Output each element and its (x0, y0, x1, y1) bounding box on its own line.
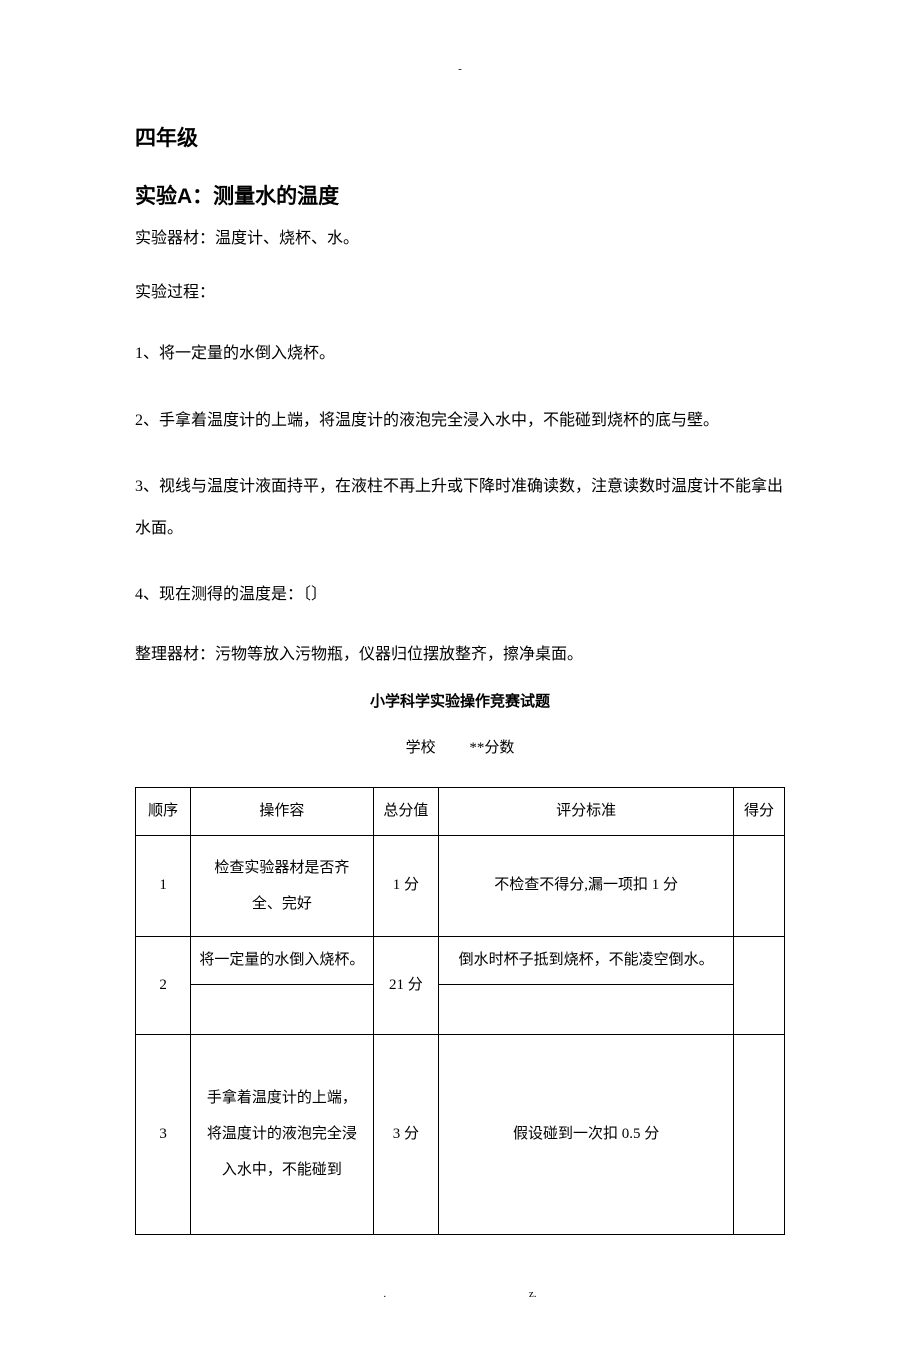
cell-criteria-2: 倒水时杯子抵到烧杯，不能凌空倒水。 (439, 936, 734, 984)
cell-operation-1: 检查实验器材是否齐全、完好 (191, 835, 373, 936)
step-3: 3、视线与温度计液面持平，在液柱不再上升或下降时准确读数，注意读数时温度计不能拿… (135, 466, 785, 549)
top-marker: - (135, 60, 785, 80)
school-score-line: 学校 **分数 (135, 735, 785, 762)
materials-text: 实验器材：温度计、烧杯、水。 (135, 225, 785, 254)
cell-criteria-3: 假设碰到一次扣 0.5 分 (439, 1034, 734, 1234)
header-score: 得分 (734, 787, 785, 835)
table-row: 3 手拿着温度计的上端，将温度计的液泡完全浸入水中，不能碰到 3 分 假设碰到一… (136, 1034, 785, 1234)
cell-operation-2b (191, 984, 373, 1034)
experiment-title: 实验A：测量水的温度 (135, 178, 785, 216)
cell-total-1: 1 分 (373, 835, 439, 936)
header-operation: 操作容 (191, 787, 373, 835)
cell-criteria-2b (439, 984, 734, 1034)
table-row: 2 将一定量的水倒入烧杯。 21 分 倒水时杯子抵到烧杯，不能凌空倒水。 (136, 936, 785, 984)
cell-score-3 (734, 1034, 785, 1234)
cell-total-3: 3 分 (373, 1034, 439, 1234)
table-row: 1 检查实验器材是否齐全、完好 1 分 不检查不得分,漏一项扣 1 分 (136, 835, 785, 936)
competition-title: 小学科学实验操作竞赛试题 (135, 688, 785, 715)
cell-operation-2: 将一定量的水倒入烧杯。 (191, 936, 373, 984)
cell-score-1 (734, 835, 785, 936)
table-header-row: 顺序 操作容 总分值 评分标准 得分 (136, 787, 785, 835)
header-criteria: 评分标准 (439, 787, 734, 835)
score-label: **分数 (469, 735, 514, 762)
cleanup-text: 整理器材：污物等放入污物瓶，仪器归位摆放整齐，擦净桌面。 (135, 641, 785, 670)
table-row-sub (136, 984, 785, 1034)
cell-seq-3: 3 (136, 1034, 191, 1234)
cell-seq-2: 2 (136, 936, 191, 1034)
cell-total-2: 21 分 (373, 936, 439, 1034)
header-total: 总分值 (373, 787, 439, 835)
school-label: 学校 (406, 735, 436, 762)
step-1: 1、将一定量的水倒入烧杯。 (135, 333, 785, 375)
process-label: 实验过程： (135, 279, 785, 308)
step-2: 2、手拿着温度计的上端，将温度计的液泡完全浸入水中，不能碰到烧杯的底与壁。 (135, 400, 785, 442)
cell-seq-1: 1 (136, 835, 191, 936)
header-seq: 顺序 (136, 787, 191, 835)
step-4: 4、现在测得的温度是：〔〕 (135, 574, 785, 616)
cell-criteria-1: 不检查不得分,漏一项扣 1 分 (439, 835, 734, 936)
cell-operation-3: 手拿着温度计的上端，将温度计的液泡完全浸入水中，不能碰到 (191, 1034, 373, 1234)
cell-score-2 (734, 936, 785, 1034)
scoring-table: 顺序 操作容 总分值 评分标准 得分 1 检查实验器材是否齐全、完好 1 分 不… (135, 787, 785, 1235)
grade-heading: 四年级 (135, 120, 785, 158)
